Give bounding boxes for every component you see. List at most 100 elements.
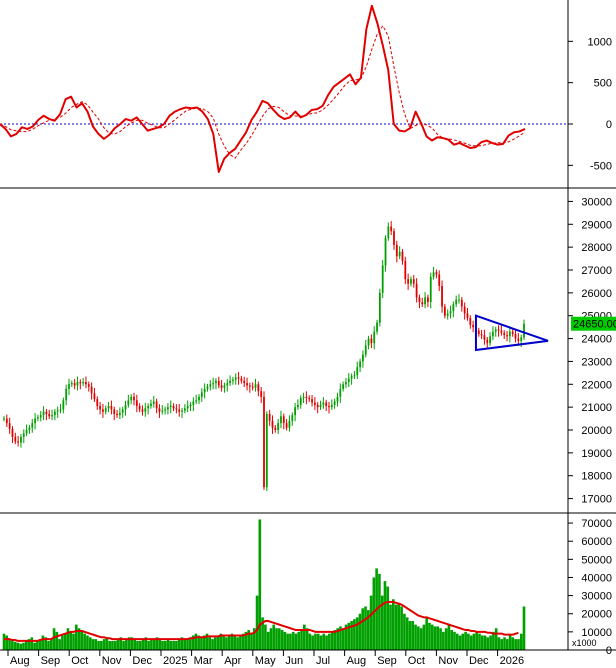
volume-bar: [189, 637, 192, 650]
y-tick-label: 50000: [581, 554, 612, 566]
volume-bar: [105, 637, 109, 650]
candle-body: [480, 334, 483, 336]
candle-body: [220, 385, 223, 388]
volume-bar: [11, 640, 14, 650]
volume-bar: [86, 635, 89, 650]
volume-bar: [511, 637, 515, 650]
volume-bar: [467, 633, 470, 650]
candle-body: [223, 385, 226, 388]
volume-bar: [378, 573, 381, 650]
candle-body: [186, 406, 189, 409]
candle-body: [167, 407, 169, 410]
candle-body: [56, 410, 59, 412]
volume-bar: [400, 606, 403, 650]
volume-bar: [422, 624, 426, 650]
candle-body: [34, 418, 36, 424]
volume-bar: [69, 631, 73, 650]
volume-bar: [436, 626, 440, 650]
candle-body: [183, 408, 186, 411]
volume-bar: [44, 637, 48, 650]
candle-body: [494, 329, 497, 332]
candle-body: [150, 403, 152, 406]
volume-bar: [517, 639, 520, 650]
volume-bar: [519, 633, 523, 650]
volume-bar: [252, 628, 256, 650]
volume-bar: [394, 604, 398, 650]
x-tick-label: Sep: [377, 655, 397, 667]
volume-bar: [244, 631, 248, 650]
candle-body: [415, 283, 418, 298]
volume-bar: [138, 640, 142, 650]
candle-body: [11, 428, 14, 437]
y-tick-label: 1000: [588, 36, 612, 48]
candle-body: [429, 276, 432, 302]
candle-body: [449, 311, 452, 314]
volume-bar: [269, 628, 273, 650]
volume-unit-label: x1000: [572, 638, 597, 648]
last-price-badge: [571, 316, 616, 331]
volume-bar: [364, 606, 367, 650]
volume-bar: [283, 631, 287, 650]
x-tick-label: 2025: [163, 655, 187, 667]
volume-bar: [225, 637, 228, 650]
candle-body: [384, 238, 387, 266]
volume-bar: [80, 630, 84, 650]
volume-bar: [94, 639, 98, 650]
candle-body: [424, 297, 426, 305]
candle-body: [376, 322, 378, 332]
volume-bar: [339, 626, 342, 650]
candle-body: [395, 244, 398, 257]
y-tick-label: 22000: [581, 379, 612, 391]
volume-bar: [49, 639, 53, 650]
candle-body: [130, 396, 133, 401]
candle-body: [322, 402, 325, 405]
candle-body: [243, 380, 246, 384]
candle-body: [387, 226, 390, 238]
candle-body: [121, 409, 124, 413]
candle-body: [198, 396, 200, 401]
candle-body: [102, 409, 104, 412]
y-tick-label: 30000: [581, 591, 612, 603]
y-tick-label: 23000: [581, 356, 612, 368]
triangle-pattern: [474, 314, 549, 352]
candle-body: [237, 377, 240, 379]
volume-bar: [19, 643, 22, 650]
y-tick-label: 500: [594, 78, 612, 90]
volume-bar: [72, 633, 75, 650]
volume-bar: [333, 630, 337, 650]
volume-bar: [341, 628, 345, 650]
candle-body: [155, 401, 158, 409]
volume-bar: [366, 610, 370, 650]
volume-bar: [133, 639, 136, 650]
candle-body: [48, 414, 51, 417]
volume-bar: [386, 586, 390, 650]
volume-bar: [458, 635, 462, 650]
volume-bar: [444, 628, 448, 650]
candle-body: [285, 423, 288, 428]
candle-body: [520, 337, 523, 341]
volume-bar: [147, 640, 150, 650]
x-tick-label: Jun: [285, 655, 303, 667]
volume-bar: [5, 635, 9, 650]
volume-bar: [130, 637, 134, 650]
volume-bar: [425, 617, 428, 650]
candle-body: [246, 383, 248, 386]
volume-bar: [175, 640, 178, 650]
candle-body: [401, 251, 404, 261]
candle-body: [99, 406, 101, 410]
volume-bar: [258, 519, 262, 650]
price-panel: 3000029000280002700026000250002400023000…: [3, 196, 616, 506]
candle-body: [192, 401, 195, 405]
volume-bar: [111, 640, 114, 650]
candle-body: [189, 404, 192, 406]
candle-body: [308, 398, 311, 400]
oscillator-line: [0, 4, 526, 173]
volume-bar: [66, 628, 70, 650]
candle-body: [477, 330, 480, 334]
candle-body: [483, 335, 486, 340]
candle-body: [116, 414, 118, 416]
volume-bar: [500, 639, 504, 650]
volume-bar: [230, 633, 234, 650]
candle-body: [297, 404, 299, 408]
volume-bar: [183, 639, 187, 650]
